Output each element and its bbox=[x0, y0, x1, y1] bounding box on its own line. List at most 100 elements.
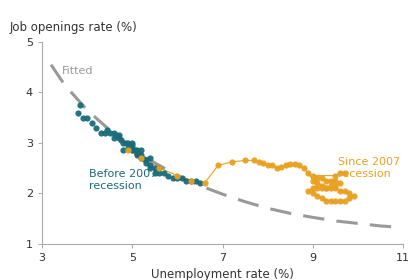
Point bbox=[341, 199, 348, 203]
Point bbox=[242, 158, 249, 163]
Point bbox=[323, 186, 330, 190]
Point bbox=[296, 163, 303, 168]
Point bbox=[88, 120, 95, 125]
Point bbox=[129, 143, 136, 148]
Point bbox=[328, 199, 334, 203]
Point bbox=[120, 148, 127, 153]
Point bbox=[341, 171, 348, 175]
Point bbox=[129, 141, 136, 145]
Point bbox=[314, 186, 321, 190]
Point bbox=[129, 148, 136, 153]
Point bbox=[122, 141, 129, 145]
Point bbox=[178, 176, 185, 180]
Point bbox=[332, 199, 339, 203]
Point bbox=[310, 173, 316, 178]
Point bbox=[314, 176, 321, 180]
Point bbox=[346, 191, 352, 195]
Point bbox=[111, 136, 118, 140]
Point bbox=[328, 186, 334, 190]
Point bbox=[318, 196, 325, 200]
Point bbox=[350, 193, 357, 198]
Point bbox=[111, 130, 118, 135]
Text: Fitted: Fitted bbox=[62, 66, 94, 76]
Point bbox=[341, 188, 348, 193]
Point bbox=[93, 125, 100, 130]
Point bbox=[310, 191, 316, 195]
Point bbox=[142, 161, 149, 165]
Point bbox=[75, 110, 81, 115]
Point bbox=[104, 128, 111, 132]
Point bbox=[332, 178, 339, 183]
Point bbox=[156, 166, 163, 170]
Point bbox=[323, 178, 330, 183]
Point bbox=[120, 141, 127, 145]
Point bbox=[165, 173, 172, 178]
Point bbox=[142, 158, 149, 163]
Point bbox=[77, 103, 84, 107]
Point bbox=[129, 146, 136, 150]
Point bbox=[310, 178, 316, 183]
Point bbox=[314, 181, 321, 185]
Text: Since 2007
recession: Since 2007 recession bbox=[338, 157, 400, 179]
Point bbox=[138, 156, 145, 160]
Point bbox=[269, 163, 276, 168]
Point bbox=[346, 196, 352, 200]
Point bbox=[116, 133, 122, 137]
Point bbox=[134, 148, 140, 153]
Point bbox=[278, 165, 285, 169]
Point bbox=[124, 146, 131, 150]
Point bbox=[197, 181, 203, 185]
Point bbox=[337, 188, 344, 193]
Point bbox=[147, 156, 154, 160]
X-axis label: Unemployment rate (%): Unemployment rate (%) bbox=[151, 268, 294, 280]
Point bbox=[201, 181, 208, 185]
Point bbox=[174, 173, 181, 178]
Point bbox=[160, 171, 167, 175]
Point bbox=[283, 163, 289, 168]
Point bbox=[97, 130, 104, 135]
Point bbox=[337, 199, 344, 203]
Point bbox=[106, 130, 113, 135]
Point bbox=[131, 148, 138, 153]
Point bbox=[152, 166, 158, 170]
Point bbox=[318, 176, 325, 180]
Point bbox=[140, 157, 147, 161]
Point bbox=[337, 181, 344, 185]
Point bbox=[328, 183, 334, 188]
Point bbox=[188, 178, 194, 183]
Point bbox=[152, 171, 158, 175]
Point bbox=[318, 186, 325, 190]
Point bbox=[291, 162, 298, 166]
Point bbox=[118, 138, 124, 143]
Point bbox=[328, 178, 334, 183]
Point bbox=[138, 153, 145, 158]
Point bbox=[228, 160, 235, 164]
Point bbox=[265, 163, 271, 168]
Point bbox=[287, 162, 294, 166]
Point bbox=[273, 166, 280, 170]
Point bbox=[134, 151, 140, 155]
Point bbox=[134, 153, 140, 158]
Point bbox=[124, 148, 131, 153]
Point bbox=[147, 166, 154, 170]
Text: Before 2007
recession: Before 2007 recession bbox=[89, 169, 158, 191]
Point bbox=[188, 178, 194, 183]
Point bbox=[156, 171, 163, 175]
Point bbox=[174, 176, 181, 180]
Point bbox=[138, 148, 145, 153]
Point bbox=[113, 133, 120, 137]
Point bbox=[170, 176, 176, 180]
Point bbox=[215, 163, 221, 168]
Point bbox=[116, 136, 122, 140]
Point bbox=[102, 130, 109, 135]
Point bbox=[305, 188, 312, 193]
Point bbox=[260, 161, 267, 165]
Point bbox=[79, 115, 86, 120]
Point bbox=[147, 163, 154, 168]
Point bbox=[156, 166, 163, 170]
Point bbox=[305, 171, 312, 175]
Point bbox=[124, 141, 131, 145]
Point bbox=[332, 183, 339, 188]
Point bbox=[251, 158, 257, 163]
Point bbox=[323, 199, 330, 203]
